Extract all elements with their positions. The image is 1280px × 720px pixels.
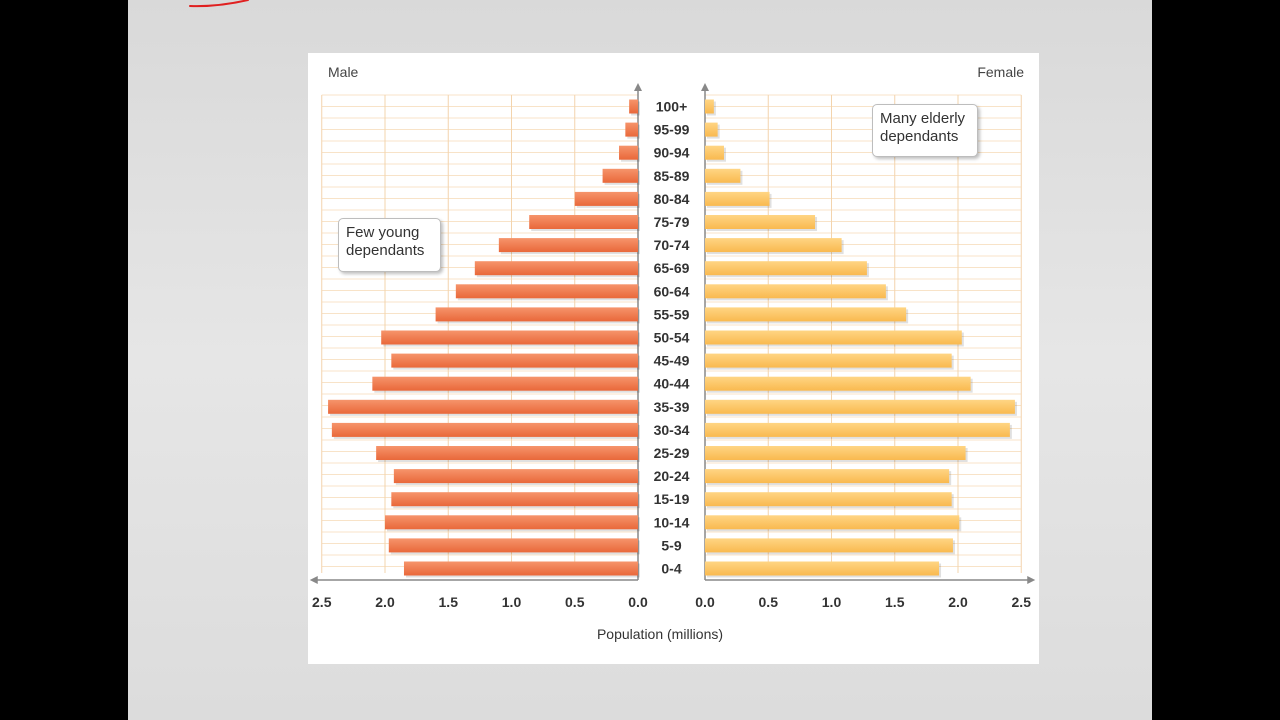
- x-tick-label-male: 1.5: [439, 594, 459, 610]
- age-group-label: 85-89: [654, 168, 690, 184]
- age-group-label: 100+: [656, 99, 688, 115]
- x-tick-label-male: 0.0: [628, 594, 648, 610]
- bar-female-45-49: [705, 353, 952, 368]
- bar-male-10-14: [385, 515, 638, 530]
- age-group-label: 35-39: [654, 399, 690, 415]
- bar-male-75-79: [529, 215, 638, 229]
- bar-male-55-59: [435, 307, 638, 322]
- age-group-label: 55-59: [654, 306, 690, 322]
- age-group-label: 30-34: [654, 422, 690, 438]
- bar-female-55-59: [705, 307, 907, 322]
- age-group-label: 95-99: [654, 122, 690, 138]
- y-axis-arrow-female: [701, 83, 709, 91]
- bar-female-60-64: [705, 284, 886, 299]
- age-group-label: 10-14: [654, 514, 690, 530]
- bar-female-0-4: [705, 561, 940, 576]
- y-axis-arrow-male: [634, 83, 642, 91]
- bar-male-95-99: [625, 122, 638, 137]
- x-tick-label-female: 0.5: [759, 594, 779, 610]
- bar-female-80-84: [705, 191, 770, 206]
- bar-female-35-39: [705, 399, 1015, 414]
- female-label: Female: [977, 64, 1024, 80]
- age-group-label: 45-49: [654, 353, 690, 369]
- age-group-label: 25-29: [654, 445, 690, 461]
- age-group-label: 15-19: [654, 491, 690, 507]
- x-tick-label-male: 1.0: [502, 594, 522, 610]
- bar-female-5-9: [705, 538, 953, 553]
- age-group-label: 40-44: [654, 376, 690, 392]
- bar-female-65-69: [705, 261, 867, 276]
- bar-female-85-89: [705, 168, 741, 183]
- age-group-label: 90-94: [654, 145, 690, 161]
- bar-male-90-94: [619, 145, 638, 160]
- bar-male-50-54: [381, 330, 638, 345]
- bar-female-30-34: [705, 422, 1010, 437]
- bar-male-40-44: [372, 376, 638, 391]
- bar-male-65-69: [474, 261, 638, 276]
- age-group-label: 75-79: [654, 214, 690, 230]
- age-group-label: 0-4: [661, 561, 681, 577]
- bars: [328, 99, 1017, 578]
- annotation-few-young-dependants: Few young dependants: [338, 218, 441, 272]
- bar-female-25-29: [705, 446, 966, 460]
- pyramid-svg: Male Female Population (millions) 0.0 0.0…: [309, 64, 1036, 642]
- annotation-many-elderly-dependants: Many elderly dependants: [872, 104, 978, 157]
- bar-male-85-89: [602, 168, 638, 183]
- bar-female-15-19: [705, 492, 952, 507]
- bar-male-30-34: [331, 422, 638, 437]
- bar-male-20-24: [393, 469, 638, 484]
- population-pyramid-chart: Male Female Population (millions) 0.0 0.0…: [308, 53, 1039, 664]
- bar-female-20-24: [705, 469, 950, 484]
- bar-female-95-99: [705, 122, 718, 137]
- bar-female-70-74: [705, 238, 842, 253]
- age-group-label: 60-64: [654, 283, 690, 299]
- male-label: Male: [328, 64, 359, 80]
- bar-male-80-84: [574, 191, 638, 206]
- x-tick-label-male: 0.5: [565, 594, 585, 610]
- x-axis-title: Population (millions): [597, 626, 723, 642]
- x-tick-label-male: 2.0: [375, 594, 395, 610]
- x-axis-arrow-right: [1027, 576, 1036, 584]
- bar-female-100+: [705, 99, 714, 114]
- bar-male-70-74: [498, 238, 638, 253]
- bar-male-45-49: [391, 353, 638, 368]
- age-group-label: 5-9: [661, 537, 681, 553]
- bar-female-40-44: [705, 376, 971, 391]
- x-tick-label-female: 2.0: [948, 594, 968, 610]
- bar-male-60-64: [455, 284, 638, 299]
- age-group-label: 50-54: [654, 330, 690, 346]
- bar-male-35-39: [328, 399, 638, 414]
- bar-female-90-94: [705, 145, 724, 160]
- bar-male-5-9: [388, 538, 638, 553]
- x-tick-label-male: 2.5: [312, 594, 332, 610]
- labels: Male Female Population (millions) 0.0 0.0…: [312, 64, 1031, 642]
- pen-annotation-mark: [189, 0, 249, 8]
- age-group-label: 20-24: [654, 468, 690, 484]
- x-tick-label-female: 0.0: [695, 594, 715, 610]
- bar-male-15-19: [391, 492, 638, 507]
- bar-male-25-29: [376, 446, 638, 460]
- bar-female-50-54: [705, 330, 962, 345]
- age-group-label: 70-74: [654, 237, 690, 253]
- bar-male-0-4: [403, 561, 638, 576]
- age-group-label: 80-84: [654, 191, 690, 207]
- x-tick-label-female: 2.5: [1012, 594, 1032, 610]
- x-axis-arrow-left: [309, 576, 318, 584]
- bar-male-100+: [629, 99, 638, 114]
- x-tick-label-female: 1.0: [822, 594, 842, 610]
- age-group-label: 65-69: [654, 260, 690, 276]
- bar-female-75-79: [705, 215, 816, 229]
- bar-female-10-14: [705, 515, 960, 530]
- x-tick-label-female: 1.5: [885, 594, 905, 610]
